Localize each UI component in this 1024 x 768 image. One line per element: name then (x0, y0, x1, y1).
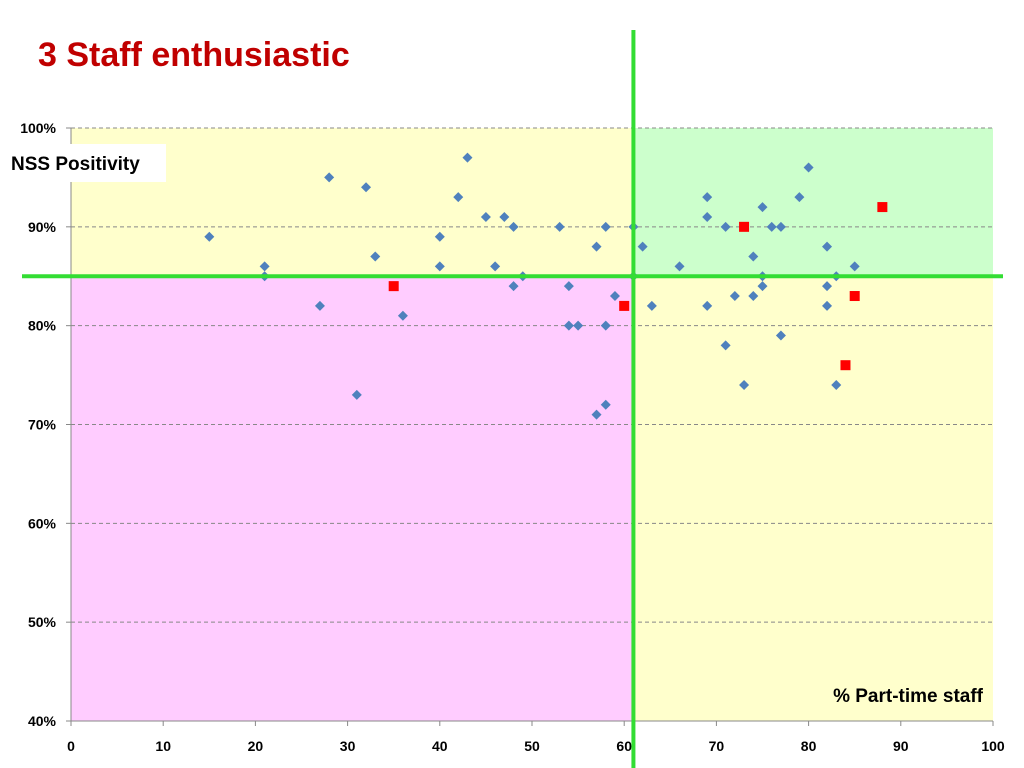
data-point (434, 231, 445, 242)
y-tick-label: 100% (20, 120, 56, 136)
data-point (849, 261, 860, 272)
y-axis-label-box (6, 144, 166, 182)
data-point (508, 281, 519, 292)
data-point (702, 192, 713, 203)
data-point (499, 211, 510, 222)
data-point (803, 162, 814, 173)
x-tick-label: 60 (616, 738, 632, 754)
data-point (204, 231, 215, 242)
data-point (822, 241, 833, 252)
data-point (397, 310, 408, 321)
x-axis-label: % Part-time staff (833, 686, 984, 707)
data-point (720, 221, 731, 232)
x-tick-label: 20 (248, 738, 264, 754)
quadrant-bottom-right (633, 276, 993, 721)
data-point (757, 281, 768, 292)
data-point (462, 152, 473, 163)
x-tick-label: 10 (155, 738, 171, 754)
quadrant-top-right (633, 128, 993, 277)
data-point (324, 172, 335, 183)
data-point (637, 241, 648, 252)
highlight-point (739, 221, 750, 232)
data-point (591, 241, 602, 252)
data-point (775, 330, 786, 341)
data-point (729, 291, 740, 302)
data-point (794, 192, 805, 203)
x-tick-label: 50 (524, 738, 540, 754)
data-point (674, 261, 685, 272)
x-tick-label: 90 (893, 738, 909, 754)
data-point (361, 182, 372, 193)
data-point (831, 379, 842, 390)
data-point (748, 251, 759, 262)
data-point (351, 389, 362, 400)
data-point (563, 281, 574, 292)
y-tick-label: 70% (28, 417, 57, 433)
axis-labels: NSS Positivity % Part-time staff (6, 144, 984, 707)
data-point (757, 202, 768, 213)
x-tick-label: 0 (67, 738, 75, 754)
data-point (573, 320, 584, 331)
data-point (822, 300, 833, 311)
y-tick-label: 60% (28, 515, 57, 531)
highlight-point (849, 291, 860, 302)
data-point (259, 261, 270, 272)
quadrant-bottom-left (71, 276, 634, 721)
axes: 40% 50% 60% 70% 80% 90% 100% 0 10 20 30 40 50 60 70 80 9… (20, 120, 1005, 754)
data-point (609, 291, 620, 302)
data-point (702, 300, 713, 311)
highlight-point (619, 300, 630, 311)
x-tick-label: 70 (709, 738, 725, 754)
highlight-point (840, 360, 851, 371)
data-point (314, 300, 325, 311)
x-tick-label: 30 (340, 738, 356, 754)
quadrant-backgrounds (71, 128, 993, 721)
x-tick-label: 40 (432, 738, 448, 754)
data-point (775, 221, 786, 232)
slide-title: 3 Staff enthusiastic (38, 36, 350, 74)
data-point (508, 221, 519, 232)
x-tick-label: 80 (801, 738, 817, 754)
highlight-point (388, 281, 399, 292)
data-point (720, 340, 731, 351)
data-point (490, 261, 501, 272)
data-point (766, 221, 777, 232)
data-point (370, 251, 381, 262)
data-point (748, 291, 759, 302)
data-point (600, 221, 611, 232)
data-point (434, 261, 445, 272)
y-tick-label: 90% (28, 219, 57, 235)
y-tick-label: 40% (28, 713, 57, 729)
data-point (563, 320, 574, 331)
data-point (822, 281, 833, 292)
data-point (480, 211, 491, 222)
data-point (554, 221, 565, 232)
x-tick-label: 100 (981, 738, 1005, 754)
highlight-point (877, 202, 888, 213)
data-point (453, 192, 464, 203)
data-point (600, 399, 611, 410)
y-axis-label: NSS Positivity (11, 154, 140, 175)
data-point (646, 300, 657, 311)
data-point (739, 379, 750, 390)
threshold-lines (22, 30, 1003, 768)
data-point (591, 409, 602, 420)
data-point (702, 211, 713, 222)
data-point (600, 320, 611, 331)
y-tick-label: 80% (28, 318, 57, 334)
y-tick-label: 50% (28, 614, 57, 630)
